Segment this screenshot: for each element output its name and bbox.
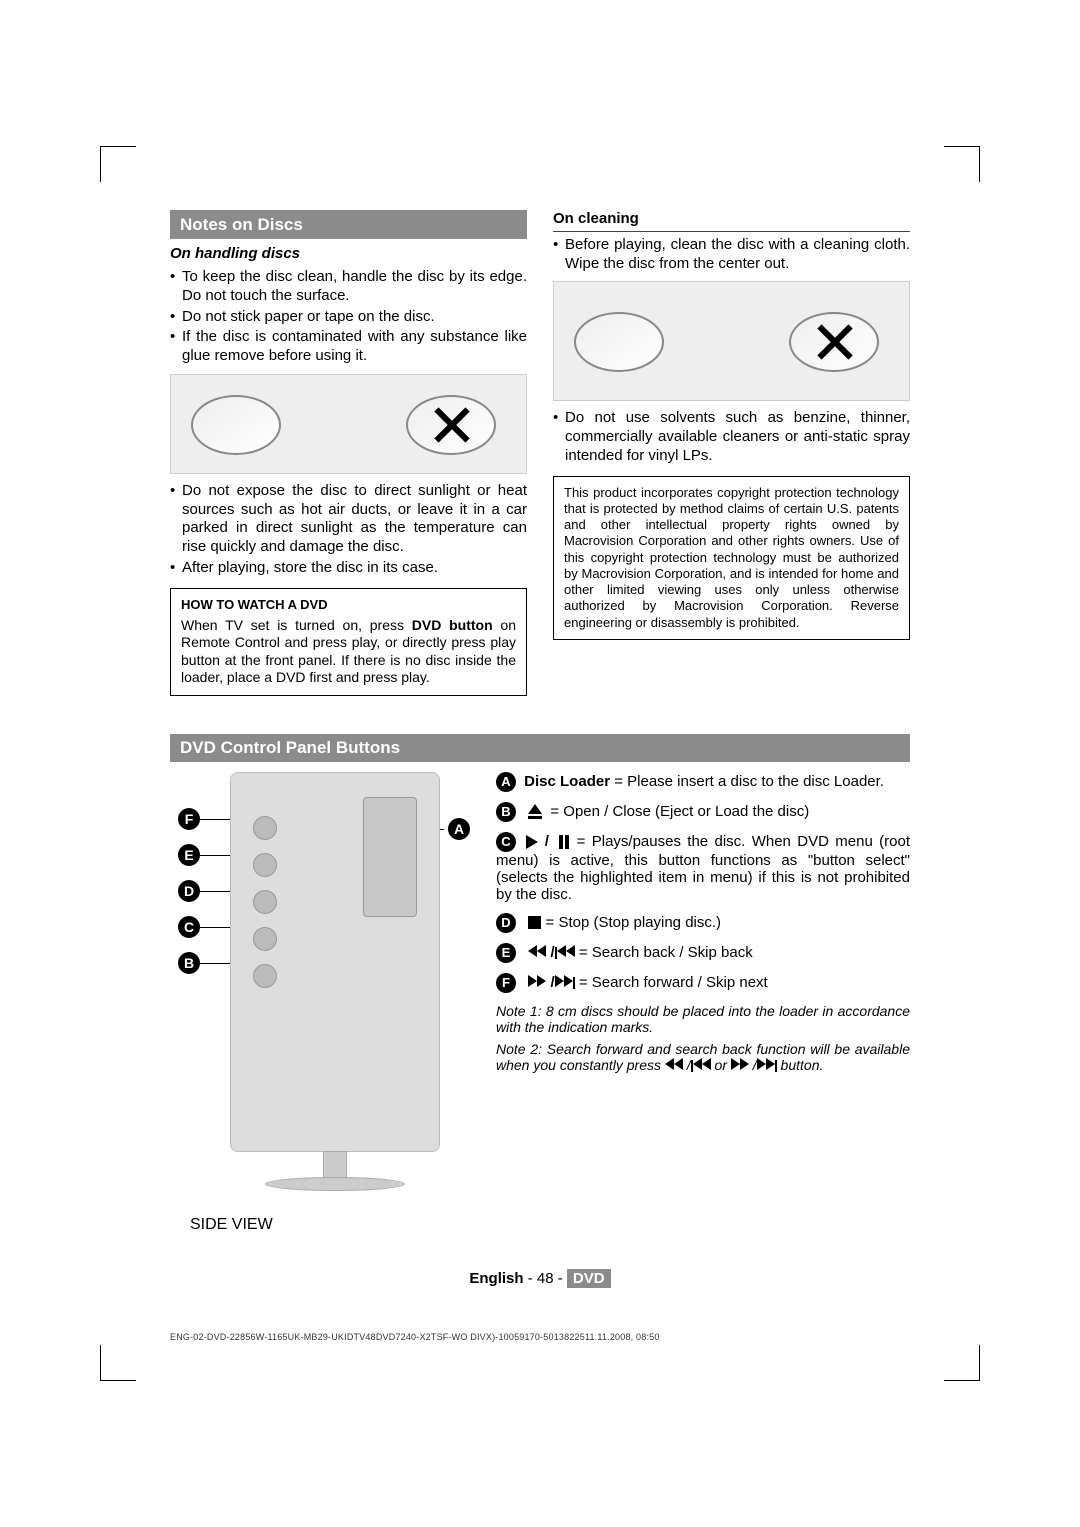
desc-d: D = Stop (Stop playing disc.) [496, 913, 910, 933]
on-cleaning-heading: On cleaning [553, 210, 910, 232]
label-f-badge: F [178, 808, 200, 830]
notes-on-discs-header: Notes on Discs [170, 210, 527, 239]
copyright-box: This product incorporates copyright prot… [553, 476, 910, 640]
handling-bullet-4: •Do not expose the disc to direct sunlig… [170, 482, 527, 557]
left-column: Notes on Discs On handling discs •To kee… [170, 210, 527, 696]
badge-e-icon: E [496, 943, 516, 963]
x-mark-icon [814, 322, 854, 362]
stop-icon [528, 916, 541, 929]
label-a-badge: A [448, 818, 470, 840]
label-d-badge: D [178, 880, 200, 902]
label-e-badge: E [178, 844, 200, 866]
eject-icon [528, 804, 542, 819]
handling-bullet-5: •After playing, store the disc in its ca… [170, 559, 527, 578]
badge-f-icon: F [496, 973, 516, 993]
how-to-watch-box: HOW TO WATCH A DVD When TV set is turned… [170, 588, 527, 696]
fast-forward-icon [731, 1057, 749, 1073]
handling-bullet-1: •To keep the disc clean, handle the disc… [170, 268, 527, 306]
desc-a: A Disc Loader = Please insert a disc to … [496, 772, 910, 792]
control-panel-section: DVD Control Panel Buttons F E D C B A [170, 734, 910, 1152]
control-descriptions: A Disc Loader = Please insert a disc to … [496, 772, 910, 1152]
handling-bullet-2: •Do not stick paper or tape on the disc. [170, 308, 527, 327]
badge-b-icon: B [496, 802, 516, 822]
pause-icon [558, 833, 570, 850]
desc-c: C / = Plays/pauses the disc. When DVD me… [496, 832, 910, 903]
crop-mark-br [944, 1345, 980, 1381]
how-to-watch-heading: HOW TO WATCH A DVD [181, 597, 516, 613]
device-side-view [230, 772, 440, 1152]
side-view-diagram: F E D C B A [170, 772, 470, 1152]
crop-mark-tr [944, 146, 980, 182]
skip-next-icon [757, 1057, 777, 1073]
skip-back-icon [691, 1057, 711, 1073]
rewind-icon [665, 1057, 683, 1073]
skip-next-icon [555, 974, 575, 991]
cleaning-bullet-2: •Do not use solvents such as benzine, th… [553, 409, 910, 465]
label-c-badge: C [178, 916, 200, 938]
crop-mark-bl [100, 1345, 136, 1381]
badge-c-icon: C [496, 832, 516, 852]
page-footer: English - 48 - DVD [0, 1270, 1080, 1287]
rewind-icon [528, 944, 546, 961]
desc-f: F / = Search forward / Skip next [496, 973, 910, 993]
x-mark-icon [431, 405, 471, 445]
disc-cleaning-illustration [553, 281, 910, 401]
fast-forward-icon [528, 974, 546, 991]
build-code-footer: ENG-02-DVD-22856W-1165UK-MB29-UKIDTV48DV… [170, 1332, 660, 1342]
side-view-label: SIDE VIEW [190, 1216, 273, 1234]
crop-mark-tl [100, 146, 136, 182]
disc-handling-illustration [170, 374, 527, 474]
cleaning-bullet-1: •Before playing, clean the disc with a c… [553, 236, 910, 274]
label-b-badge: B [178, 952, 200, 974]
right-column: On cleaning •Before playing, clean the d… [553, 210, 910, 696]
badge-d-icon: D [496, 913, 516, 933]
badge-a-icon: A [496, 772, 516, 792]
note-1: Note 1: 8 cm discs should be placed into… [496, 1003, 910, 1035]
on-handling-discs-heading: On handling discs [170, 245, 527, 264]
control-panel-header: DVD Control Panel Buttons [170, 734, 910, 762]
play-icon [526, 835, 538, 849]
handling-bullet-3: •If the disc is contaminated with any su… [170, 328, 527, 366]
desc-b: B = Open / Close (Eject or Load the disc… [496, 802, 910, 822]
skip-back-icon [555, 944, 575, 961]
desc-e: E / = Search back / Skip back [496, 943, 910, 963]
note-2: Note 2: Search forward and search back f… [496, 1041, 910, 1073]
